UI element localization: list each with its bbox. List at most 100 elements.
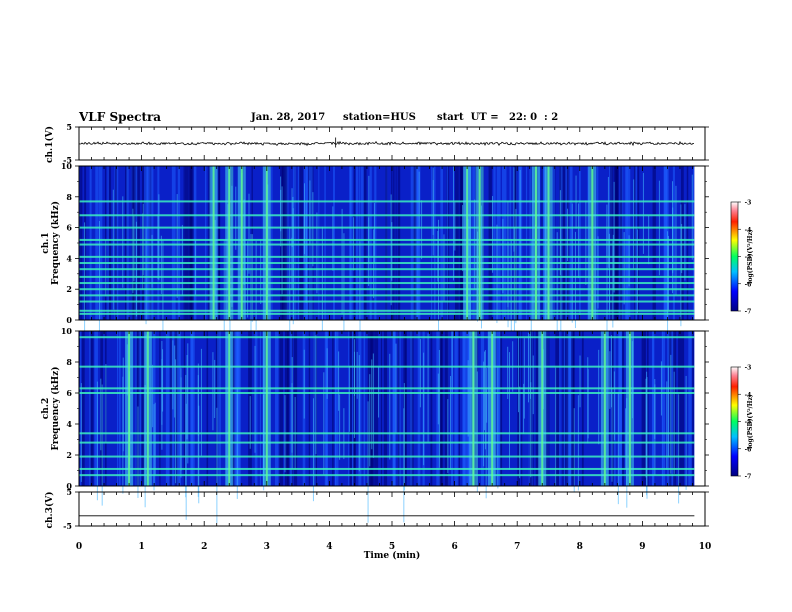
sferic-line <box>339 394 341 460</box>
noise-stripe <box>98 166 103 320</box>
y-tick-label: 10 <box>61 326 73 336</box>
noise-stripe <box>488 166 492 320</box>
x-axis-label: Time (min) <box>364 550 421 561</box>
sferic-line <box>507 200 509 308</box>
burst-core <box>478 166 481 320</box>
y-tick-label: 8 <box>66 192 72 202</box>
sferic-line <box>255 240 257 330</box>
burst-core <box>541 331 544 486</box>
noise-stripe <box>692 166 695 320</box>
noise-stripe <box>581 331 584 486</box>
sferic-line <box>598 349 600 445</box>
sferic-line <box>646 377 648 499</box>
sferic-line <box>390 194 392 306</box>
sferic-line <box>371 359 373 450</box>
sferic-line <box>447 399 449 473</box>
sferic-line <box>132 208 134 294</box>
sferic-line <box>612 234 614 289</box>
noise-stripe <box>535 331 540 486</box>
noise-stripe <box>587 166 589 320</box>
burst-core <box>628 331 631 486</box>
sferic-line <box>438 219 440 339</box>
sferic-line <box>343 233 345 352</box>
sferic-line <box>609 351 611 409</box>
sferic-line <box>151 234 153 288</box>
sferic-line <box>443 234 445 301</box>
sferic-line <box>137 406 139 498</box>
noise-stripe <box>369 166 372 320</box>
frequency-band <box>79 312 695 315</box>
noise-stripe <box>351 331 354 486</box>
sferic-line <box>680 204 682 327</box>
burst-core <box>228 166 231 320</box>
colorbar-1: -3 -4 -5 -6 -7 log(PSD)(V²/Hz) <box>730 200 754 316</box>
noise-stripe <box>467 331 471 486</box>
sferic-line <box>418 171 420 228</box>
x-tick-label: 0 <box>76 542 82 552</box>
sferic-line <box>691 174 693 260</box>
noise-stripe <box>562 166 566 320</box>
sferic-line <box>497 367 499 489</box>
sferic-line <box>254 345 256 453</box>
sferic-line <box>312 398 314 502</box>
sferic-line <box>556 232 558 351</box>
y-tick-label: 0 <box>66 481 72 491</box>
noise-stripe <box>349 331 353 486</box>
noise-stripe <box>431 166 433 320</box>
noise-stripe <box>410 331 412 486</box>
noise-stripe <box>619 331 622 486</box>
noise-stripe <box>274 331 279 486</box>
sferic-line <box>105 364 107 443</box>
frequency-band <box>79 441 695 444</box>
burst-core <box>591 166 594 320</box>
noise-stripe <box>395 166 397 320</box>
frequency-band <box>79 467 695 470</box>
noise-stripe <box>358 331 362 486</box>
burst-core <box>472 331 475 486</box>
noise-stripe <box>332 331 334 486</box>
burst-core <box>228 331 231 486</box>
noise-stripe <box>89 166 92 320</box>
sferic-line <box>606 228 608 345</box>
noise-stripe <box>509 166 512 320</box>
sferic-line <box>316 212 318 294</box>
colorbar-tick-label: -4 <box>745 392 752 399</box>
noise-stripe <box>308 166 313 320</box>
sferic-line <box>326 348 328 399</box>
sferic-line <box>216 407 218 524</box>
x-tick-label: 6 <box>451 542 457 552</box>
noise-stripe <box>569 331 573 486</box>
y-axis-label: Frequency (kHz) <box>50 366 61 450</box>
noise-stripe <box>171 166 176 320</box>
sferic-line <box>341 208 343 315</box>
sferic-line <box>628 235 630 287</box>
panel-3: -3 -4 -5 -6 -7 log(PSD)(V²/Hz) ch.2 Frequency (… <box>41 326 754 524</box>
sferic-line <box>451 331 453 395</box>
noise-stripe <box>383 331 388 486</box>
noise-stripe <box>146 166 151 320</box>
panel-frame <box>78 491 706 527</box>
noise-stripe <box>285 166 288 320</box>
frequency-band <box>79 474 695 477</box>
noise-stripe <box>562 331 564 486</box>
frequency-band <box>79 294 695 297</box>
colorbar-2: -3 -4 -5 -6 -7 log(PSD)(V²/Hz) <box>730 365 754 481</box>
sferic-line <box>367 401 369 523</box>
noise-stripe <box>367 331 370 486</box>
sferic-line <box>609 233 611 312</box>
burst-core <box>128 331 131 486</box>
sferic-line <box>684 204 686 281</box>
noise-stripe <box>578 166 581 320</box>
sferic-line <box>280 189 282 247</box>
sferic-line <box>597 236 599 309</box>
noise-stripe <box>504 166 507 320</box>
sferic-line <box>437 373 439 425</box>
noise-stripe <box>680 166 684 320</box>
frequency-band <box>79 387 695 390</box>
noise-stripe <box>663 166 667 320</box>
sferic-line <box>560 226 562 350</box>
noise-stripe <box>355 166 359 320</box>
y-tick-label: 5 <box>66 122 72 132</box>
noise-stripe <box>444 331 449 486</box>
sferic-line <box>515 208 517 324</box>
